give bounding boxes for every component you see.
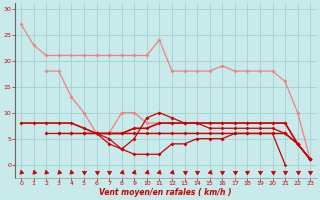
X-axis label: Vent moyen/en rafales ( km/h ): Vent moyen/en rafales ( km/h ) <box>100 188 232 197</box>
